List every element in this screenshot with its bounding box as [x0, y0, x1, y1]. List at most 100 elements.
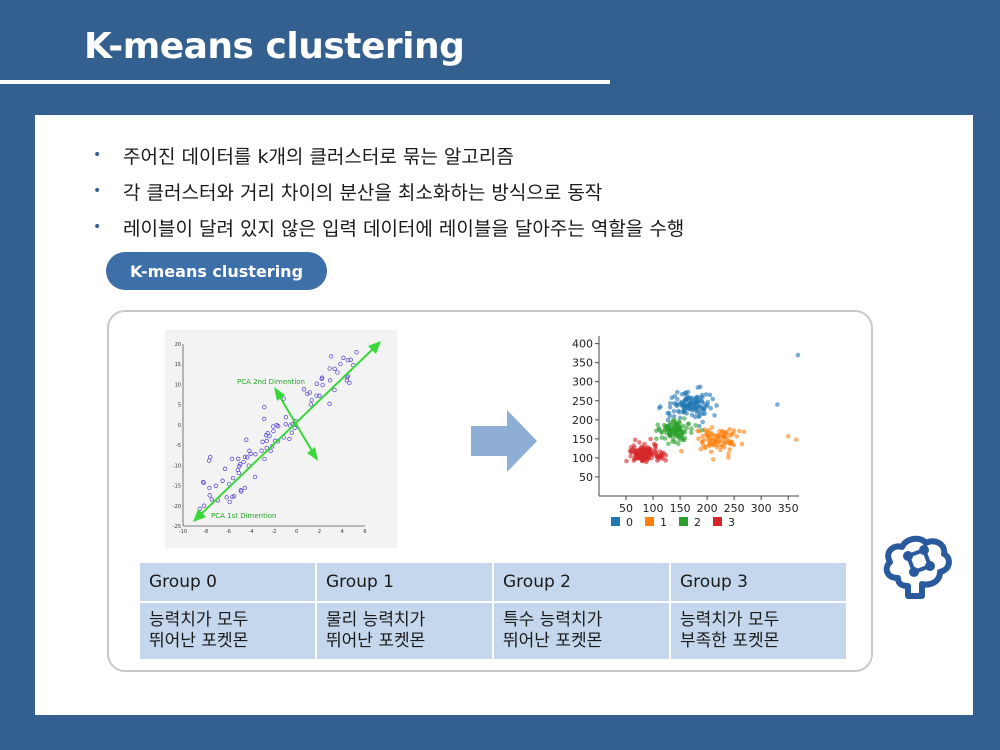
pca-x-tick-label: -4 [249, 529, 254, 535]
pca-data-point [301, 387, 307, 392]
x-tick-label: 50 [619, 502, 633, 515]
scatter-point-series-3 [642, 448, 648, 453]
pca-data-point [227, 499, 232, 505]
y-tick-label: 150 [572, 433, 593, 446]
figure-box: 20 15 10 5 0 -5 -10 -15 -20 -25 -10 -8 -6 -4 -2 0 2 4 6 PCA… [107, 310, 873, 672]
scatter-point-series-0 [682, 391, 687, 396]
scatter-point-series-0 [677, 415, 683, 421]
pca-data-point [213, 483, 219, 488]
scatter-point-series-1 [719, 437, 724, 443]
pca-data-point [314, 381, 319, 386]
scatter-point-series-2 [686, 421, 691, 427]
scatter-point-series-0 [689, 395, 695, 401]
scatter-point-series-1 [707, 443, 712, 449]
pca-y-tick-label: -20 [173, 504, 181, 510]
pca-data-point [236, 470, 241, 476]
pca-data-point [260, 439, 265, 444]
bullet-text: 각 클러스터와 거리 차이의 분산을 최소화하는 방식으로 동작 [123, 181, 603, 204]
scatter-point-series-2 [699, 428, 705, 433]
scatter-point-series-2 [662, 436, 668, 441]
scatter-point-series-2 [675, 432, 680, 437]
scatter-point-series-0 [708, 406, 713, 411]
pca-arrowhead [193, 509, 206, 522]
scatter-point-series-0 [671, 414, 677, 419]
pca-data-point [338, 361, 343, 367]
scatter-point-series-1 [731, 442, 736, 448]
pca-data-point [224, 495, 229, 500]
pca-data-point [201, 503, 207, 508]
section-pill: K-means clustering [106, 252, 327, 290]
scatter-point-series-1 [713, 432, 719, 438]
pca-y-tick-label: 20 [175, 342, 181, 348]
scatter-point-series-0 [705, 399, 711, 405]
group-description: 물리 능력치가 뛰어난 포켓몬 [317, 603, 492, 659]
scatter-point-series-2 [679, 430, 685, 435]
scatter-point-series-2 [655, 422, 660, 427]
scatter-point-series-2 [654, 436, 659, 442]
scatter-point-series-1 [698, 446, 704, 452]
scatter-point-series-0 [667, 401, 673, 406]
scatter-point-series-0 [710, 396, 715, 402]
legend-swatch [645, 517, 654, 526]
content-panel: • 주어진 데이터를 k개의 클러스터로 묶는 알고리즘 • 각 클러스터와 거리 … [35, 115, 973, 715]
pca-data-point [271, 424, 276, 429]
bullet-item: • 각 클러스터와 거리 차이의 분산을 최소화하는 방식으로 동작 [93, 173, 684, 209]
pca-data-point [344, 378, 350, 383]
pca-data-point [314, 393, 319, 398]
pca-data-point [231, 493, 237, 499]
pca-y-tick-label: -5 [176, 443, 181, 449]
scatter-point-series-0 [701, 407, 707, 413]
scatter-point-series-0 [704, 404, 709, 409]
scatter-point-series-0 [671, 408, 677, 414]
scatter-point-series-0 [675, 402, 681, 407]
pca-data-point [341, 355, 346, 360]
scatter-point-series-2 [681, 423, 686, 429]
scatter-point-series-0 [682, 402, 687, 407]
pca-data-point [327, 366, 332, 371]
x-tick-label: 300 [751, 502, 772, 515]
pca-2nd-axis-arrow [276, 391, 316, 457]
scatter-point-series-0 [657, 405, 662, 411]
pca-data-point [242, 454, 248, 459]
scatter-point-series-0 [714, 403, 719, 408]
pca-data-point [317, 393, 322, 398]
pca-data-point [208, 455, 213, 460]
x-tick-label: 100 [643, 502, 664, 515]
scatter-point-series-1 [793, 437, 799, 442]
group-description: 특수 능력치가 뛰어난 포켓몬 [494, 603, 669, 659]
scatter-point-series-1 [739, 441, 745, 447]
pca-data-point [307, 390, 312, 395]
legend-label: 2 [694, 516, 701, 529]
scatter-point-series-3 [631, 443, 636, 448]
scatter-point-series-3 [659, 453, 664, 458]
scatter-point-series-0 [675, 397, 680, 402]
scatter-point-series-0 [693, 395, 699, 400]
pca-data-point [236, 456, 241, 461]
x-tick-label: 150 [670, 502, 691, 515]
scatter-point-series-0 [693, 401, 699, 406]
scatter-point-series-1 [726, 455, 731, 460]
pca-data-point [238, 462, 243, 467]
scatter-point-series-1 [679, 448, 684, 454]
pca-data-point [268, 448, 273, 454]
pca-1st-axis-arrow [196, 344, 378, 519]
scatter-point-series-0 [669, 395, 675, 400]
pca-data-point [354, 350, 359, 355]
pca-arrowhead [368, 341, 381, 354]
pca-data-point [209, 497, 214, 502]
scatter-point-series-3 [631, 458, 637, 463]
pca-data-point [262, 456, 267, 462]
scatter-point-series-1 [723, 429, 728, 435]
y-tick-label: 100 [572, 452, 593, 465]
scatter-point-series-1 [728, 439, 733, 445]
scatter-point-series-1 [717, 434, 723, 439]
scatter-point-series-0 [681, 409, 687, 415]
bullet-text: 레이블이 달려 있지 않은 입력 데이터에 레이블을 달아주는 역할을 수행 [123, 217, 685, 240]
scatter-point-series-3 [637, 447, 642, 452]
scatter-point-series-0 [667, 405, 673, 410]
scatter-point-series-0 [795, 352, 801, 358]
group-header: Group 0 [140, 563, 315, 601]
pca-data-point [207, 485, 212, 491]
scatter-point-series-3 [645, 455, 651, 460]
